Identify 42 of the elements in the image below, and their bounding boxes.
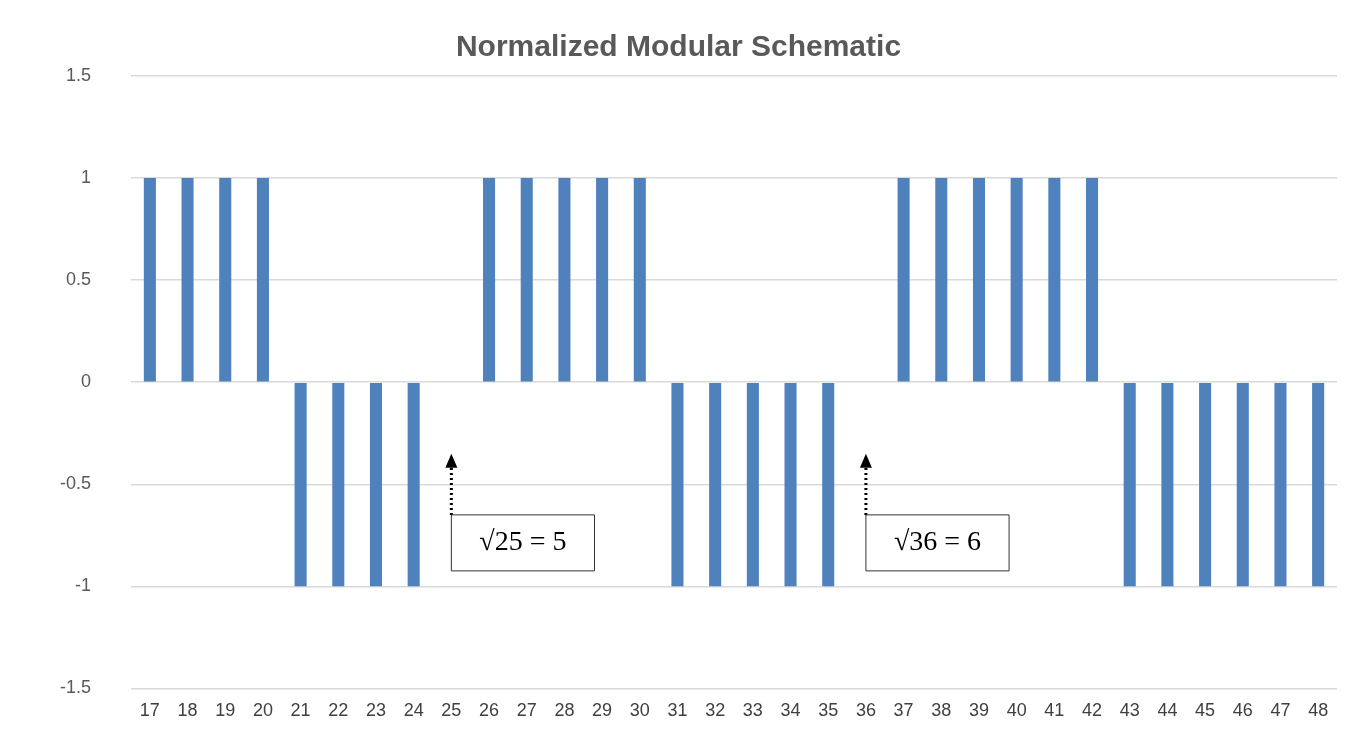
y-tick-label: -1.5 xyxy=(59,677,92,698)
x-tick-label: 35 xyxy=(818,700,839,721)
x-tick-label: 28 xyxy=(554,700,575,721)
x-tick-label: 30 xyxy=(629,700,650,721)
x-tick-label: 33 xyxy=(742,700,763,721)
x-tick-label: 40 xyxy=(1006,700,1027,721)
x-tick-label: 24 xyxy=(403,700,424,721)
x-tick-label: 37 xyxy=(893,700,914,721)
x-tick-label: 20 xyxy=(252,700,273,721)
y-tick-label: 0.5 xyxy=(65,269,92,290)
x-tick-label: 17 xyxy=(139,700,160,721)
x-tick-label: 36 xyxy=(855,700,876,721)
x-tick-label: 44 xyxy=(1157,700,1178,721)
x-tick-label: 26 xyxy=(479,700,500,721)
y-tick-label: -1 xyxy=(75,575,92,596)
x-tick-label: 47 xyxy=(1270,700,1291,721)
x-tick-label: 39 xyxy=(968,700,989,721)
x-tick-label: 42 xyxy=(1082,700,1103,721)
x-tick-label: 23 xyxy=(365,700,386,721)
x-tick-label: 22 xyxy=(328,700,349,721)
x-tick-label: 38 xyxy=(931,700,952,721)
x-tick-label: 31 xyxy=(667,700,688,721)
x-tick-label: 21 xyxy=(290,700,311,721)
x-tick-label: 29 xyxy=(592,700,613,721)
x-tick-label: 46 xyxy=(1232,700,1253,721)
x-tick-label: 25 xyxy=(441,700,462,721)
x-tick-label: 34 xyxy=(780,700,801,721)
x-tick-label: 18 xyxy=(177,700,198,721)
y-tick-label: -0.5 xyxy=(59,473,92,494)
x-tick-label: 45 xyxy=(1195,700,1216,721)
annotation: √25 = 5 xyxy=(479,525,567,557)
x-tick-label: 48 xyxy=(1308,700,1329,721)
y-tick-label: 1.5 xyxy=(65,64,92,85)
y-tick-label: 0 xyxy=(81,371,92,392)
annotation: √36 = 6 xyxy=(893,525,982,557)
x-tick-label: 27 xyxy=(516,700,537,721)
x-tick-label: 32 xyxy=(705,700,726,721)
x-tick-label: 19 xyxy=(215,700,236,721)
y-tick-label: 1 xyxy=(81,167,92,188)
x-tick-label: 43 xyxy=(1119,700,1140,721)
chart-title: Normalized Modular Schematic xyxy=(455,29,902,63)
x-tick-label: 41 xyxy=(1044,700,1065,721)
